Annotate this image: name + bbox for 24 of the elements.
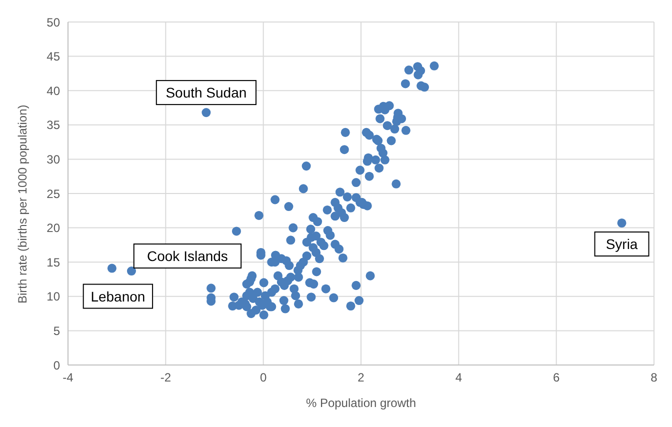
x-tick-label: -2 [160, 370, 172, 385]
y-tick-label: 25 [46, 186, 60, 201]
annotation: South Sudan [166, 84, 247, 101]
y-tick-label: 35 [46, 118, 60, 132]
x-tick-label: 4 [455, 370, 462, 385]
y-tick-label: 40 [46, 84, 60, 98]
x-tick-label: 8 [650, 370, 658, 385]
annotation: Syria [606, 236, 638, 252]
y-tick-label: 10 [46, 290, 60, 304]
annotation: Cook Islands [147, 248, 228, 264]
y-tick-label: 50 [46, 15, 60, 30]
x-tick-label: 2 [358, 370, 365, 385]
y-tick-label: 15 [46, 255, 60, 270]
y-tick-label: 20 [46, 221, 60, 236]
y-tick-label: 30 [46, 152, 60, 166]
y-axis-title: Birth rate (births per 1000 population) [15, 104, 30, 304]
x-tick-label: -4 [62, 370, 74, 385]
x-tick-label: 6 [552, 370, 560, 385]
annotation: Lebanon [90, 288, 146, 304]
x-tick-label: 0 [260, 370, 267, 385]
x-axis-title: % Population growth [306, 396, 416, 410]
y-tick-label: 45 [46, 50, 60, 64]
y-tick-label: 5 [53, 324, 60, 338]
y-tick-label: 0 [53, 358, 60, 372]
